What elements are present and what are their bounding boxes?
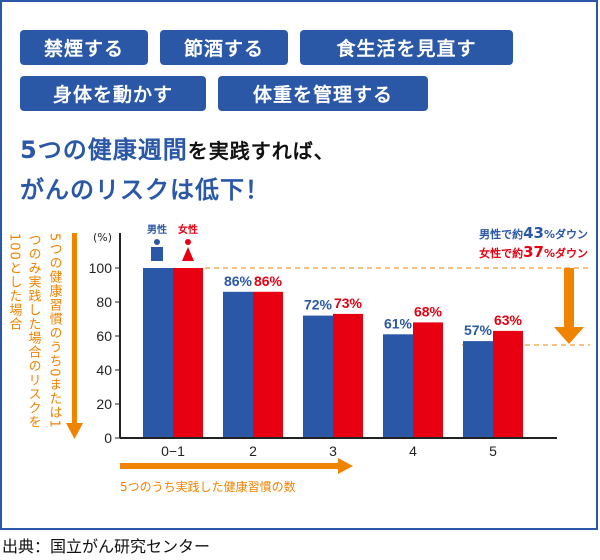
reduction-arrow-shaft [564,268,574,328]
bar-chart: 0−1 86% 86% 2 72% 73% 3 61%68% 4 57%63% 5 0 20 40 60 80… [7,223,590,494]
right-arrow-icon [338,458,353,474]
y-tick-label: 0 [104,430,112,446]
bar-male-1 [223,291,253,438]
male-icon [151,247,163,261]
frame [0,0,598,530]
x-tick-label: 2 [249,443,257,459]
x-axis-label: 5つのうち実践した健康習慣の数 [120,479,296,494]
male-icon-head [154,239,160,245]
annotation-female: 女性で約37%ダウン [479,243,588,261]
headline-black: を実践すれば、 [187,139,335,163]
bar-male-0 [143,268,173,438]
x-tick-label: 5 [489,443,497,459]
x-arrow-shaft [120,463,340,469]
bar-male-2 [303,315,333,438]
y-tick-label: 20 [96,396,112,412]
y-axis-label-line: つのみ実践した場合のリスクを [26,233,42,429]
x-tick-label: 0−1 [161,443,185,459]
y-arrow-shaft [72,233,77,423]
reduction-arrow-icon [554,327,584,344]
bar-female-4 [493,330,523,438]
data-label: 63% [494,312,523,328]
data-label: 72% [304,297,333,313]
female-icon-head [185,239,191,245]
y-tick-label: 60 [96,328,112,344]
data-label: 68% [414,303,443,319]
annotation-male: 男性で約43%ダウン [479,224,588,242]
source-text: 出典：国立がん研究センター [2,537,211,556]
bar-female-1 [253,291,283,438]
female-icon [182,247,194,261]
bar-female-2 [333,313,363,438]
legend-female: 女性 [178,223,198,236]
legend-male: 男性 [147,223,167,236]
bar-male-3 [383,334,413,438]
data-label: 57% [464,322,493,338]
down-arrow-icon [66,423,83,439]
bar-male-4 [463,341,493,438]
x-tick-label: 4 [409,443,417,459]
tag-moderate-drinking: 節酒する [160,30,288,65]
bar-female-3 [413,322,443,438]
x-tick-label: 3 [329,443,337,459]
tag-exercise: 身体を動かす [20,76,206,111]
y-tick-label: 80 [96,294,112,310]
data-label: 86% [224,273,253,289]
data-label: 73% [334,295,363,311]
tag-manage-weight: 体重を管理する [218,76,428,111]
y-tick-label: 40 [96,362,112,378]
data-label: 61% [384,315,413,331]
y-tick-label: 100 [89,260,113,276]
data-label: 86% [254,273,283,289]
tag-quit-smoking: 禁煙する [20,30,148,65]
headline-line2: がんのリスクは低下！ [20,176,270,204]
headline-line1: 5つの健康週間を実践すれば、 [20,130,335,165]
headline-blue: 5つの健康週間 [20,136,188,164]
tag-review-diet: 食生活を見直す [300,30,513,65]
y-axis-label-line: 5つの健康習慣のうち0または1 [47,233,63,429]
bar-female-0 [173,268,203,438]
y-axis-label-line: 100とした場合 [7,233,23,331]
y-unit: (%) [93,231,112,244]
